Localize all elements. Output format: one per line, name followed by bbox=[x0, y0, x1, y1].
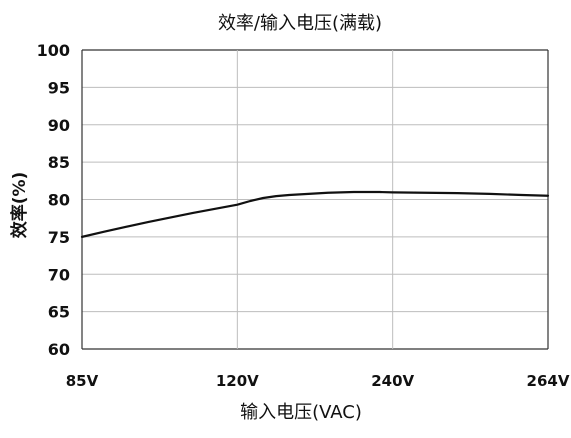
y-tick-label-75: 75 bbox=[48, 228, 70, 247]
x-axis-title: 输入电压(VAC) bbox=[240, 402, 362, 423]
y-tick-label-85: 85 bbox=[48, 153, 70, 172]
x-tick-label-120V: 120V bbox=[216, 372, 259, 390]
series-layer bbox=[80, 190, 550, 238]
x-tick-label-240V: 240V bbox=[371, 372, 414, 390]
chart-title: 效率/输入电压(满载) bbox=[218, 13, 382, 34]
y-tick-label-90: 90 bbox=[48, 116, 70, 135]
y-tick-label-70: 70 bbox=[48, 265, 70, 284]
y-tick-label-65: 65 bbox=[48, 303, 70, 322]
y-tick-label-100: 100 bbox=[37, 41, 70, 60]
y-tick-label-95: 95 bbox=[48, 78, 70, 97]
y-tick-label-60: 60 bbox=[48, 340, 70, 359]
x-tick-label-85V: 85V bbox=[66, 372, 99, 390]
y-axis-title: 效率(%) bbox=[9, 172, 30, 239]
x-tick-label-264V: 264V bbox=[527, 372, 570, 390]
y-tick-label-80: 80 bbox=[48, 191, 70, 210]
tick-layer: 100 95 90 85 80 75 70 65 60 85V 120V 240V 264V bbox=[37, 41, 570, 390]
grid-layer bbox=[81, 49, 549, 350]
efficiency-line-series-0 bbox=[80, 190, 550, 238]
